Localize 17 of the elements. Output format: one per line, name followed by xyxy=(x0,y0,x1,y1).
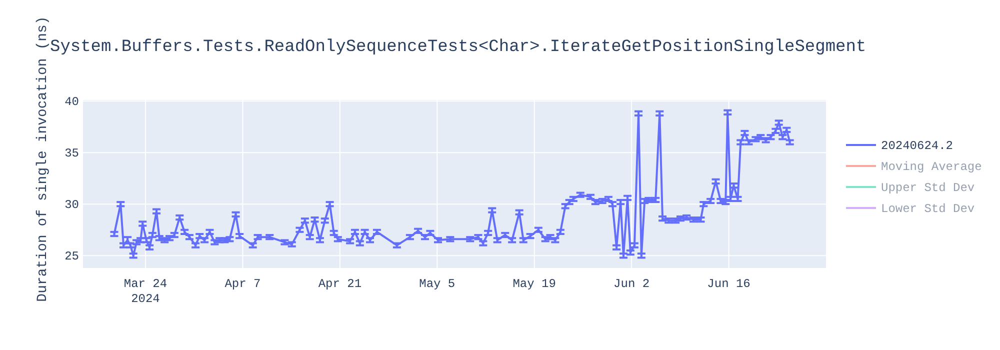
x-tick-label: May 19 xyxy=(512,277,556,291)
y-tick-label: 30 xyxy=(64,198,79,212)
y-tick-label: 40 xyxy=(64,95,79,110)
legend-label: Lower Std Dev xyxy=(881,202,975,216)
x-tick-label: Mar 24 2024 xyxy=(124,277,168,306)
y-axis-title: Duration of single invocation (ns) xyxy=(35,16,51,302)
x-tick-label: Apr 7 xyxy=(224,277,261,291)
x-tick-label: Jun 2 xyxy=(614,277,650,291)
x-tick-label: Jun 16 xyxy=(707,277,750,291)
x-tick-label: Apr 21 xyxy=(318,277,362,291)
legend-label: Upper Std Dev xyxy=(881,181,975,195)
chart-title: System.Buffers.Tests.ReadOnlySequenceTests<Char>.IterateGetPositionSingleSegment xyxy=(50,38,866,57)
legend-label: 20240624.2 xyxy=(881,139,954,153)
legend-label: Moving Average xyxy=(881,160,982,174)
y-tick-label: 25 xyxy=(64,250,79,264)
y-tick-label: 35 xyxy=(64,146,79,161)
x-tick-label: May 5 xyxy=(419,277,456,291)
